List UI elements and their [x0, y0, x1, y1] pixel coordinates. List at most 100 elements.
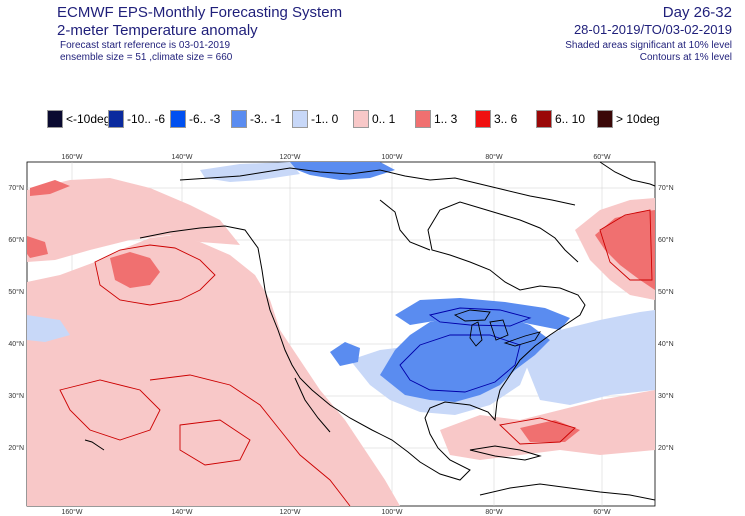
anomaly-map: 160°W 140°W 120°W 100°W 80°W 60°W 160°W …	[8, 153, 674, 516]
lat-label: 20°N	[8, 444, 24, 452]
legend-item: -3.. -1	[231, 108, 281, 130]
shade-cold-arctic	[290, 162, 395, 180]
contours-cold	[399, 307, 532, 393]
lat-label: 30°N	[8, 392, 24, 400]
forecast-start-text: Forecast start reference is 03-01-2019	[60, 40, 231, 51]
legend-item: > 10deg	[597, 108, 660, 130]
legend-label: -1.. 0	[311, 112, 339, 126]
lake-michigan	[469, 321, 483, 347]
legend-item: 1.. 3	[415, 108, 457, 130]
lat-labels-right: 70°N 60°N 50°N 40°N 30°N 20°N	[658, 184, 674, 452]
lat-label: 50°N	[658, 288, 674, 296]
lon-labels-top: 160°W 140°W 120°W 100°W 80°W 60°W	[61, 153, 611, 161]
legend-swatch	[475, 110, 491, 128]
legend-swatch	[415, 110, 431, 128]
shade-1to3-alaska	[110, 252, 160, 288]
lon-label: 120°W	[279, 153, 300, 161]
legend-item: 3.. 6	[475, 108, 517, 130]
legend-swatch	[597, 110, 613, 128]
contour-warm-pacific-2	[59, 379, 161, 441]
parameter-title: 2-meter Temperature anomaly	[57, 22, 258, 39]
shade-warm-gulf	[27, 178, 240, 262]
shade-cold-eastus	[380, 315, 550, 402]
legend-swatch	[231, 110, 247, 128]
legend-item: 6.. 10	[536, 108, 585, 130]
lat-label: 20°N	[658, 444, 674, 452]
legend-swatch	[536, 110, 552, 128]
lon-label: 60°W	[593, 508, 611, 516]
legend-item: <-10deg	[47, 108, 110, 130]
lat-labels-left: 70°N 60°N 50°N 40°N 30°N 20°N	[8, 184, 24, 452]
legend-label: > 10deg	[616, 112, 660, 126]
ensemble-size-text: ensemble size = 51 ,climate size = 660	[60, 52, 233, 63]
shade-1to3-labrador	[595, 210, 655, 290]
shade-cold-rockies	[330, 342, 360, 366]
legend-label: -10.. -6	[127, 112, 166, 126]
legend-item: -6.. -3	[170, 108, 220, 130]
lat-label: 30°N	[658, 392, 674, 400]
legend-swatch	[292, 110, 308, 128]
system-title: ECMWF EPS-Monthly Forecasting System	[57, 4, 343, 21]
legend-item: -10.. -6	[108, 108, 165, 130]
lon-label: 160°W	[61, 153, 82, 161]
shade-warm-pacific	[27, 235, 400, 506]
coast-greenland	[599, 161, 656, 187]
coast-north-america	[139, 201, 586, 481]
legend-swatch	[170, 110, 186, 128]
lat-label: 50°N	[8, 288, 24, 296]
lon-labels-bottom: 160°W 140°W 120°W 100°W 80°W 60°W	[61, 508, 611, 516]
contour-warm-carib	[499, 417, 576, 445]
great-lakes	[453, 309, 541, 347]
lat-label: 60°N	[8, 236, 24, 244]
lake-huron	[489, 319, 509, 341]
lake-erie-ontario	[503, 331, 541, 347]
legend-item: -1.. 0	[292, 108, 338, 130]
contour-cold-eastus	[399, 334, 521, 393]
lat-label: 70°N	[8, 184, 24, 192]
shade-1to3-aleutian	[27, 236, 48, 258]
coast-cuba	[469, 445, 542, 461]
coast-hawaii	[84, 439, 105, 451]
legend-label: 6.. 10	[555, 112, 586, 126]
contour-cold-lakes	[428, 307, 532, 327]
lat-label: 60°N	[658, 236, 674, 244]
shade-cool-atlantic	[520, 310, 655, 405]
contour-warm-pacific	[149, 374, 351, 507]
contour-warm-south	[179, 419, 251, 466]
legend-label: -3.. -1	[250, 112, 282, 126]
contours-warm	[59, 209, 653, 507]
lon-label: 60°W	[593, 153, 611, 161]
legend-swatch	[47, 110, 63, 128]
contour-warm-labrador	[599, 209, 653, 281]
lon-label: 80°W	[485, 153, 503, 161]
coast-south-america	[479, 483, 656, 501]
shaded-note: Shaded areas significant at 10% level	[565, 40, 732, 51]
coast-baja	[294, 377, 331, 433]
lon-label: 140°W	[171, 153, 192, 161]
coast-hudson-bay	[379, 199, 431, 251]
legend-label: 0.. 1	[372, 112, 396, 126]
shade-1to3-north	[30, 180, 70, 196]
lat-label: 40°N	[8, 340, 24, 348]
legend-label: <-10deg	[66, 112, 111, 126]
legend-swatch	[353, 110, 369, 128]
day-range: Day 26-32	[662, 4, 732, 21]
legend-item: 0.. 1	[353, 108, 395, 130]
lon-label: 100°W	[381, 508, 402, 516]
shade-cold-greatlakes	[395, 298, 570, 330]
coastlines	[84, 161, 656, 501]
lon-label: 140°W	[171, 508, 192, 516]
lat-label: 70°N	[658, 184, 674, 192]
lon-label: 80°W	[485, 508, 503, 516]
coast-arctic	[179, 167, 576, 206]
lon-label: 160°W	[61, 508, 82, 516]
legend-label: 3.. 6	[494, 112, 518, 126]
lon-label: 100°W	[381, 153, 402, 161]
valid-period: 28-01-2019/TO/03-02-2019	[573, 22, 732, 37]
legend-label: 1.. 3	[434, 112, 458, 126]
contour-warm-alaska	[94, 244, 216, 306]
legend-label: -6.. -3	[189, 112, 221, 126]
shade-cool-westcoast	[27, 315, 70, 342]
lake-superior	[453, 309, 491, 322]
lon-label: 120°W	[279, 508, 300, 516]
